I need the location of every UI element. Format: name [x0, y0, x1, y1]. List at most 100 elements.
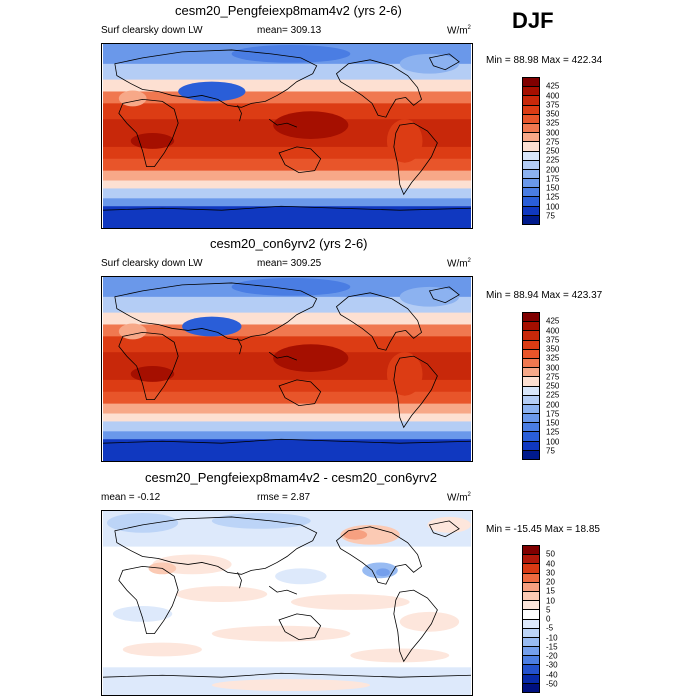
panel1-swatch: [523, 123, 539, 134]
panel1-mean-label: mean= 309.13: [257, 25, 322, 36]
panel2-tick: 125: [546, 427, 560, 437]
season-label: DJF: [512, 8, 554, 33]
panel1-tick: 400: [546, 91, 560, 100]
panel2-swatch: [523, 349, 539, 359]
panel1-tick: 150: [546, 183, 560, 193]
panel3-tick: -50: [546, 679, 558, 689]
panel2-swatch: [523, 395, 539, 405]
panel3-minmax: Min = -15.45 Max = 18.85: [486, 524, 600, 535]
panel3-title: cesm20_Pengfeiexp8mam4v2 - cesm20_con6yr…: [145, 470, 437, 485]
panel1-tick: 300: [546, 128, 560, 137]
panel2-tick: 375: [546, 335, 560, 345]
panel3-swatch: [523, 674, 539, 684]
panel2-swatch: [523, 340, 539, 350]
panel1-swatch: [523, 105, 539, 115]
panel1-swatch: [523, 169, 539, 180]
panel3-map: [101, 510, 473, 696]
panel1-tick: 325: [546, 118, 560, 128]
panel3-swatch: [523, 637, 539, 648]
panel1-swatch: [523, 151, 539, 161]
panel2-swatch: [523, 404, 539, 415]
panel3-tick: 5: [546, 605, 551, 615]
panel2-swatch: [523, 368, 539, 378]
panel1-tick: 75: [546, 211, 555, 221]
panel3-tick: 20: [546, 577, 555, 587]
panel3-swatch: [523, 647, 539, 657]
panel1-title: cesm20_Pengfeiexp8mam4v2 (yrs 2-6): [175, 3, 402, 18]
panel2-tick: 350: [546, 344, 560, 354]
panel2-swatch: [523, 358, 539, 369]
panel3-swatch: [523, 619, 539, 629]
panel1-swatch: [523, 96, 539, 106]
panel3-tick: 10: [546, 596, 555, 605]
panel2-units: W/m2: [447, 258, 471, 270]
panel1-tick: 175: [546, 174, 560, 184]
panel1-swatch: [523, 78, 539, 88]
panel3-swatch: [523, 628, 539, 638]
panel3-tick: -40: [546, 670, 558, 679]
panel1-swatch: [523, 87, 539, 97]
panel3-tick: 40: [546, 559, 555, 568]
panel2-tick: 425: [546, 316, 560, 326]
panel1-swatch: [523, 206, 539, 216]
panel3-swatch: [523, 582, 539, 592]
panel1-tick: 375: [546, 100, 560, 110]
panel3-swatch: [523, 601, 539, 611]
panel1-tick: 225: [546, 155, 560, 165]
panel1-variable-label: Surf clearsky down LW: [101, 25, 203, 36]
panel1-swatch: [523, 114, 539, 124]
panel3-swatch: [523, 546, 539, 556]
panel2-tick: 100: [546, 437, 560, 446]
panel1-swatch: [523, 188, 539, 198]
panel1-units: W/m2: [447, 25, 471, 37]
panel1-swatch: [523, 133, 539, 143]
panel1-tick: 350: [546, 109, 560, 119]
panel3-rmse-label: rmse = 2.87: [257, 492, 311, 503]
panel2-tick: 150: [546, 418, 560, 428]
panel3-mean-label: mean = -0.12: [101, 492, 161, 503]
panel3-tick: -15: [546, 642, 558, 652]
panel1-tick: 200: [546, 165, 560, 174]
panel3-swatch: [523, 591, 539, 602]
panel3-tick: -10: [546, 633, 558, 642]
panel2-swatch: [523, 313, 539, 323]
panel1-swatch: [523, 215, 539, 224]
panel1-colorbar: [522, 77, 540, 225]
panel3-swatch: [523, 564, 539, 574]
panel2-swatch: [523, 450, 539, 459]
panel2-mean-label: mean= 309.25: [257, 258, 322, 269]
panel1-tick: 275: [546, 137, 560, 147]
panel2-title: cesm20_con6yrv2 (yrs 2-6): [210, 236, 368, 251]
panel3-swatch: [523, 665, 539, 675]
panel1-swatch: [523, 160, 539, 170]
panel2-variable-label: Surf clearsky down LW: [101, 258, 203, 269]
panel2-tick: 300: [546, 363, 560, 372]
panel2-swatch: [523, 423, 539, 433]
panel3-swatch: [523, 656, 539, 666]
panel2-tick: 275: [546, 372, 560, 382]
panel2-tick: 250: [546, 381, 560, 391]
panel3-tick: -5: [546, 623, 554, 633]
panel3-swatch: [523, 573, 539, 583]
panel3-units: W/m2: [447, 492, 471, 504]
panel1-tick: 100: [546, 202, 560, 211]
panel1-tick: 250: [546, 146, 560, 156]
panel1-swatch: [523, 197, 539, 207]
panel2-tick: 200: [546, 400, 560, 409]
panel3-swatch: [523, 683, 539, 692]
panel2-swatch: [523, 331, 539, 341]
panel2-tick: 225: [546, 390, 560, 400]
panel1-tick: 425: [546, 81, 560, 91]
panel2-swatch: [523, 386, 539, 396]
panel2-swatch: [523, 432, 539, 442]
panel2-tick: 325: [546, 353, 560, 363]
panel2-colorbar: [522, 312, 540, 460]
panel2-map: [101, 276, 473, 462]
panel2-swatch: [523, 441, 539, 451]
panel2-swatch: [523, 322, 539, 332]
panel2-tick: 75: [546, 446, 555, 456]
panel2-swatch: [523, 377, 539, 387]
panel3-tick: 30: [546, 568, 555, 578]
panel2-minmax: Min = 88.94 Max = 423.37: [486, 290, 603, 301]
panel3-tick: 0: [546, 614, 551, 624]
